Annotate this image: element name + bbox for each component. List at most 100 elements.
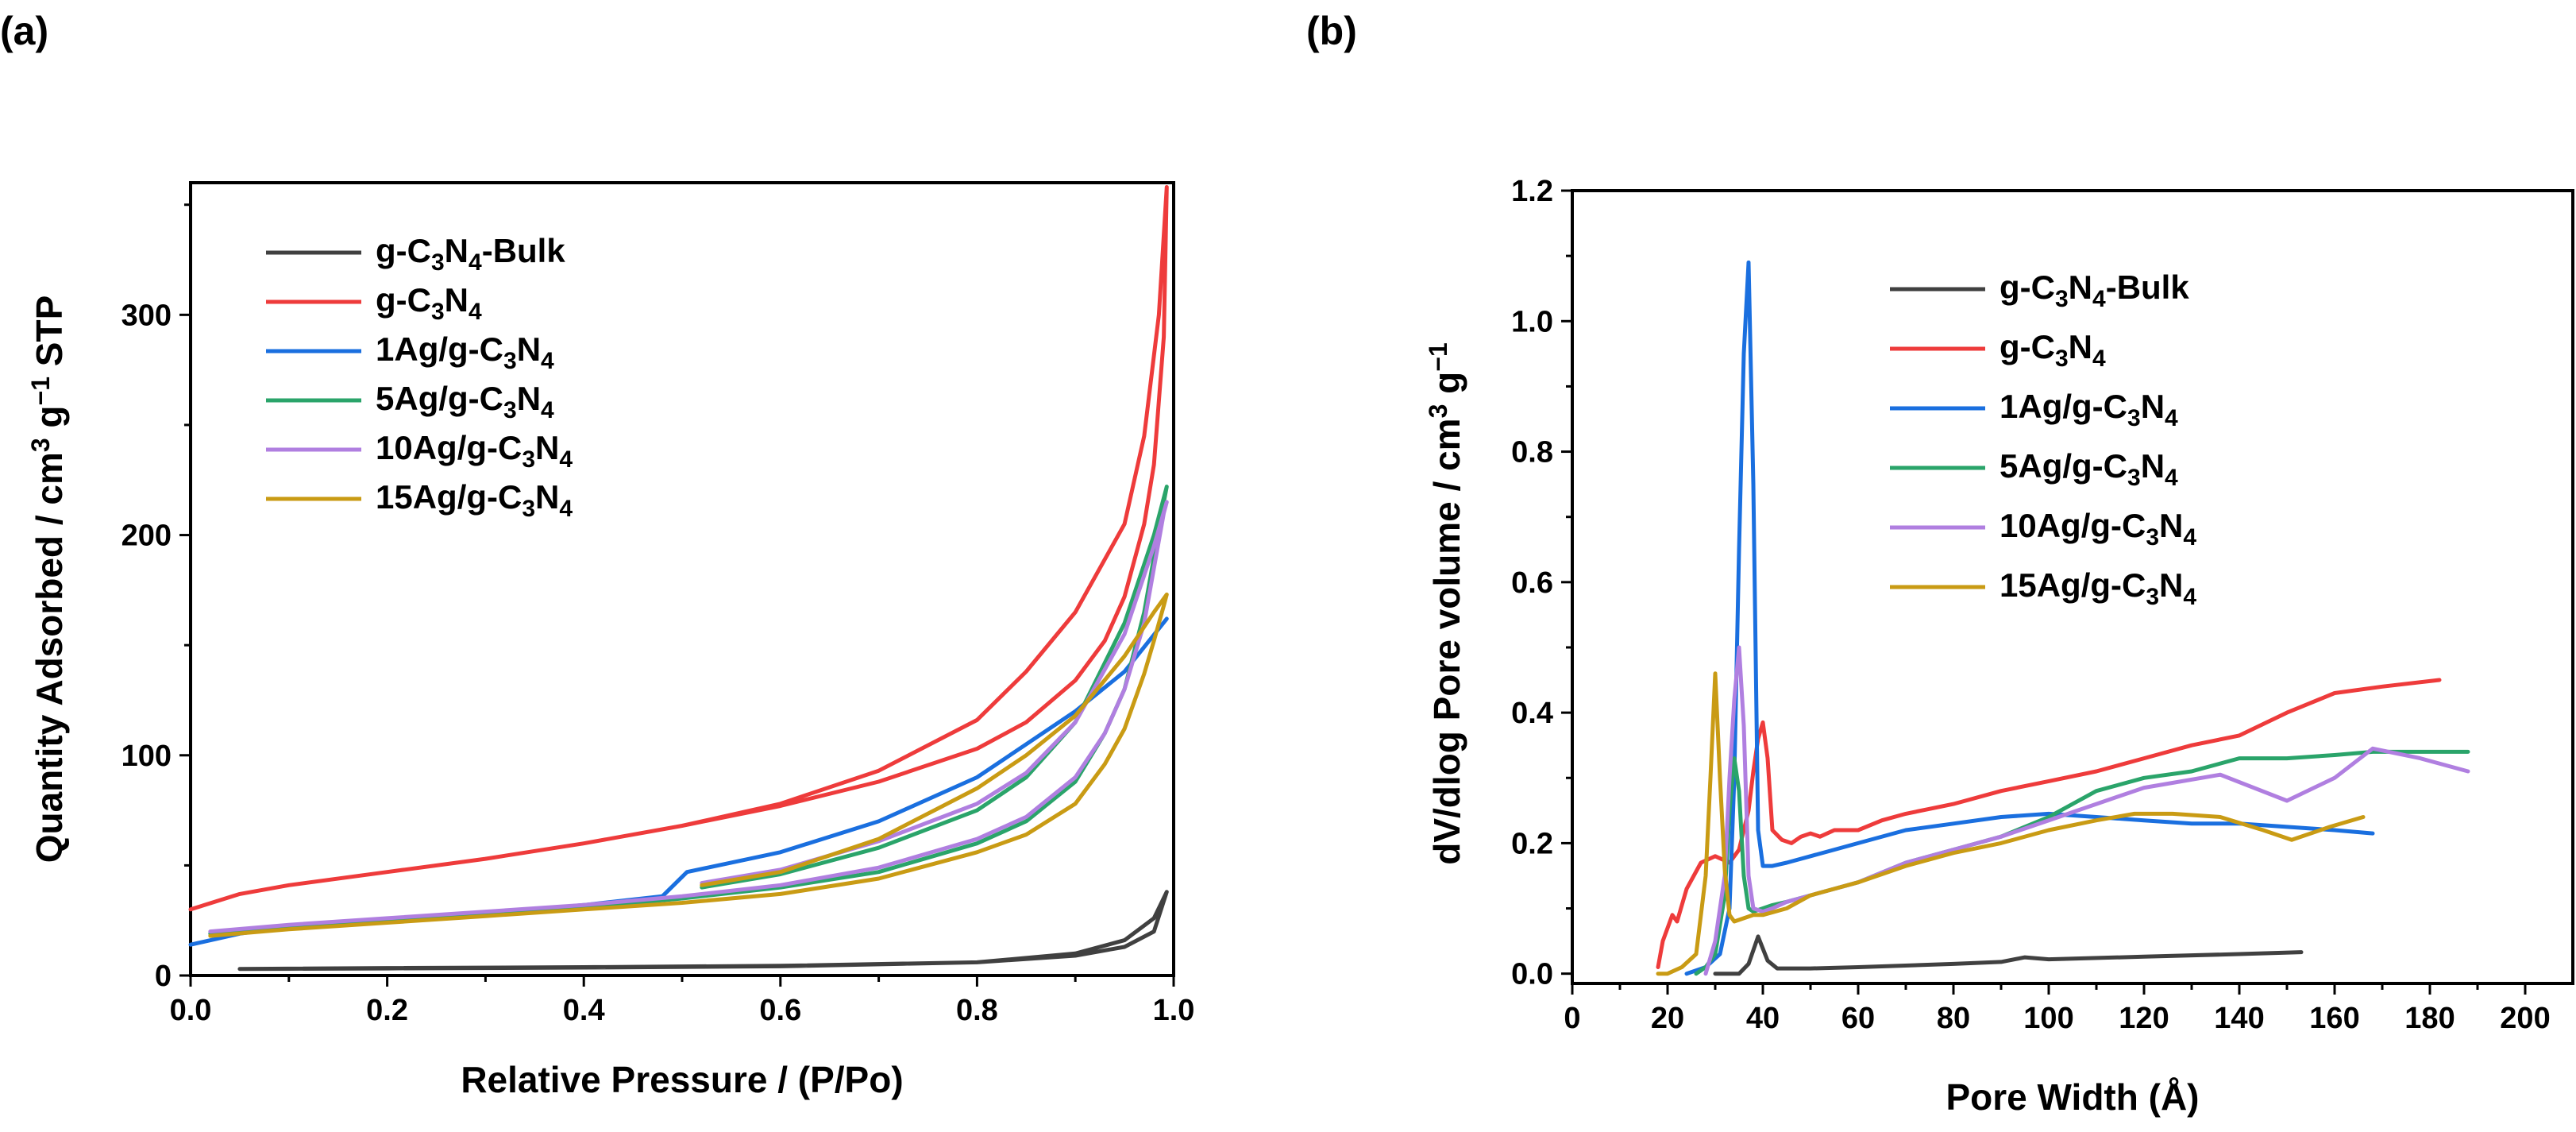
legend-label-part: 4 xyxy=(559,446,573,473)
chart-a-ylabel-mid: g xyxy=(29,405,70,438)
chart-b-y-tick-label: 0.6 xyxy=(1511,566,1553,600)
chart-a-series-line xyxy=(208,592,1169,938)
chart-b-series-group xyxy=(1656,260,2470,976)
chart-a-y-tick-label: 200 xyxy=(121,520,172,553)
chart-a-y-tick-label: 100 xyxy=(121,740,172,773)
legend-label-part: 1Ag/g-C xyxy=(1999,388,2127,425)
chart-b-y-tick-label: 0.2 xyxy=(1511,827,1553,860)
chart-b-legend-label: g-C3N4-Bulk xyxy=(1999,269,2189,312)
chart-a-x-tick-label: 0.6 xyxy=(759,994,801,1027)
legend-label-part: 4 xyxy=(541,397,554,423)
chart-b-y-axis-title: dV/dlog Pore volume / cm3 g−1 xyxy=(1424,342,1467,865)
chart-b-x-tick-label: 60 xyxy=(1841,1002,1875,1035)
chart-a-legend-label: 10Ag/g-C3N4 xyxy=(376,429,573,473)
chart-a: 0.0 0.2 0.4 0.6 0.8 1.0 0 100 200 300 Relative P… xyxy=(26,181,1195,1100)
chart-a-legend: g-C3N4-Bulkg-C3N41Ag/g-C3N45Ag/g-C3N410A… xyxy=(266,232,573,522)
legend-label-part: 4 xyxy=(559,496,573,522)
chart-b-series-line xyxy=(1656,678,2442,969)
legend-label-part: 15Ag/g-C xyxy=(1999,566,2146,604)
legend-label-part: 4 xyxy=(2183,524,2196,551)
chart-b-x-tick-label: 160 xyxy=(2309,1002,2359,1035)
chart-a-x-axis: 0.0 0.2 0.4 0.6 0.8 1.0 xyxy=(170,976,1195,1027)
legend-label-part: 3 xyxy=(431,249,445,276)
legend-label-part: 5Ag/g-C xyxy=(376,380,503,417)
chart-b-legend-label: g-C3N4 xyxy=(1999,328,2106,372)
chart-a-x-axis-title: Relative Pressure / (P/Po) xyxy=(461,1059,903,1100)
chart-b-legend-label: 15Ag/g-C3N4 xyxy=(1999,566,2196,610)
chart-b-legend-label: 5Ag/g-C3N4 xyxy=(1999,447,2178,491)
chart-a-legend-label: g-C3N4-Bulk xyxy=(376,232,565,276)
legend-label-part: 4 xyxy=(469,299,482,325)
chart-b-x-tick-label: 20 xyxy=(1651,1002,1684,1035)
legend-label-part: 4 xyxy=(469,249,482,276)
chart-b-plot-frame xyxy=(1571,189,2574,985)
chart-b-x-tick-label: 180 xyxy=(2404,1002,2455,1035)
legend-label-part: N xyxy=(2141,388,2165,425)
chart-a-series-line xyxy=(237,890,1169,972)
chart-a-ylabel-sup2: −1 xyxy=(26,377,55,405)
chart-a-ylabel-pre: Quantity Adsorbed / cm xyxy=(29,452,70,863)
panel-label-b: (b) xyxy=(1306,9,1357,53)
legend-label-part: 15Ag/g-C xyxy=(376,478,522,516)
chart-a-y-axis-title: Quantity Adsorbed / cm3 g−1 STP xyxy=(26,296,70,863)
panel-label-a: (a) xyxy=(0,9,48,53)
legend-label-part: N xyxy=(2159,566,2183,604)
legend-label-part: 3 xyxy=(522,496,535,522)
legend-label-part: 3 xyxy=(2127,405,2141,431)
legend-label-part: 4 xyxy=(2165,465,2178,491)
legend-label-part: 5Ag/g-C xyxy=(1999,447,2127,485)
chart-b-x-axis: 0 20 40 60 80 100 120 140 160 180 200 xyxy=(1564,983,2551,1035)
legend-label-part: g-C xyxy=(1999,328,2055,365)
chart-b-x-tick-label: 0 xyxy=(1564,1002,1580,1035)
legend-label-part: N xyxy=(2159,507,2183,544)
chart-b-legend: g-C3N4-Bulkg-C3N41Ag/g-C3N45Ag/g-C3N410A… xyxy=(1890,269,2196,610)
chart-b-ylabel-sup1: 3 xyxy=(1424,404,1452,419)
legend-label-part: -Bulk xyxy=(482,232,566,269)
chart-b-series-line xyxy=(1713,934,2304,976)
chart-a-series-line xyxy=(208,485,1169,936)
chart-a-series-line xyxy=(208,500,1169,934)
chart-b-legend-label: 1Ag/g-C3N4 xyxy=(1999,388,2178,431)
chart-a-ylabel-post: STP xyxy=(29,296,70,377)
chart-a-y-axis: 0 100 200 300 xyxy=(121,203,191,993)
chart-b-x-tick-label: 200 xyxy=(2500,1002,2550,1035)
legend-label-part: 10Ag/g-C xyxy=(1999,507,2146,544)
chart-b-x-tick-label: 100 xyxy=(2023,1002,2073,1035)
legend-label-part: g-C xyxy=(1999,269,2055,306)
legend-label-part: 3 xyxy=(522,446,535,473)
legend-label-part: N xyxy=(517,380,541,417)
chart-a-series-group xyxy=(188,185,1169,972)
legend-label-part: 3 xyxy=(503,397,517,423)
chart-b-x-tick-label: 40 xyxy=(1746,1002,1780,1035)
chart-a-x-tick-label: 0.4 xyxy=(563,994,605,1027)
chart-a-legend-label: 15Ag/g-C3N4 xyxy=(376,478,573,522)
chart-b-y-tick-label: 1.2 xyxy=(1511,175,1553,208)
chart-b-series-line xyxy=(1656,671,2366,976)
chart-b-series-line xyxy=(1694,749,2470,976)
chart-a-x-tick-label: 1.0 xyxy=(1153,994,1195,1027)
chart-b-y-tick-label: 0.0 xyxy=(1511,958,1553,991)
chart-a-x-tick-label: 0.8 xyxy=(956,994,998,1027)
chart-a-legend-label: 5Ag/g-C3N4 xyxy=(376,380,554,423)
chart-b-ylabel-pre: dV/dlog Pore volume / cm xyxy=(1426,418,1467,864)
chart-b-x-axis-title: Pore Width (Å) xyxy=(1946,1076,2200,1118)
chart-a-x-tick-label: 0.0 xyxy=(170,994,212,1027)
chart-b-y-tick-label: 0.4 xyxy=(1511,697,1553,730)
legend-label-part: 3 xyxy=(2146,584,2159,610)
chart-b-x-tick-label: 120 xyxy=(2119,1002,2169,1035)
chart-b-legend-label: 10Ag/g-C3N4 xyxy=(1999,507,2196,551)
legend-label-part: 3 xyxy=(2055,346,2069,372)
legend-label-part: N xyxy=(517,330,541,368)
legend-label-part: N xyxy=(535,429,559,466)
chart-b-series-line xyxy=(1703,645,2470,976)
chart-b: 0 20 40 60 80 100 120 140 160 180 200 0.0 0.2 0.4 0.6… xyxy=(1424,175,2574,1118)
legend-label-part: N xyxy=(2141,447,2165,485)
legend-label-part: 4 xyxy=(2092,286,2106,312)
legend-label-part: N xyxy=(2069,269,2092,306)
chart-a-y-tick-label: 300 xyxy=(121,299,172,332)
legend-label-part: 4 xyxy=(2183,584,2196,610)
legend-label-part: 4 xyxy=(541,348,554,374)
chart-b-y-tick-label: 1.0 xyxy=(1511,305,1553,338)
legend-label-part: -Bulk xyxy=(2106,269,2190,306)
